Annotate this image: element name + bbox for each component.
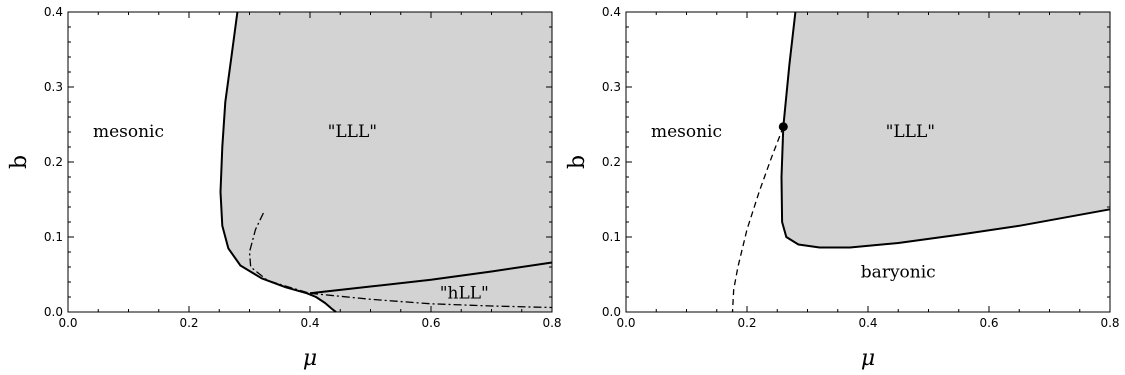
region-label: mesonic: [651, 122, 722, 142]
unstable-line: [248, 212, 311, 294]
x-tick-label: 0.6: [979, 316, 998, 330]
x-axis-label: μ: [861, 346, 875, 371]
y-tick-label: 0.1: [44, 230, 63, 244]
x-tick-label: 0.8: [1100, 316, 1119, 330]
shaded-area: [220, 12, 552, 312]
panel-left: 0.0 0.2 0.4 0.6 0.8 0.0 0.1 0.2 0.3 0.4 mesonic "L…: [7, 5, 562, 371]
first-order-line: [731, 126, 784, 313]
x-tick-label: 0.0: [58, 316, 77, 330]
critical-point: [778, 122, 788, 132]
x-tick-label: 0.4: [300, 316, 319, 330]
region-label: baryonic: [861, 262, 936, 282]
y-tick-label: 0.0: [44, 305, 63, 319]
y-axis-label: b: [565, 155, 590, 169]
region-labels: mesonic "LLL" "hLL": [93, 122, 489, 303]
y-tick-label: 0.2: [44, 155, 63, 169]
y-tick-label: 0.3: [44, 80, 63, 94]
region-labels: mesonic "LLL" baryonic: [651, 122, 936, 282]
panel-right: 0.0 0.2 0.4 0.6 0.8 0.0 0.1 0.2 0.3 0.4 mesonic "L…: [565, 5, 1120, 371]
x-tick-label: 0.6: [421, 316, 440, 330]
y-tick-label: 0.2: [602, 155, 621, 169]
x-tick-label: 0.8: [542, 316, 561, 330]
region-label: mesonic: [93, 122, 164, 142]
lll-shaded-region: [781, 12, 1110, 248]
y-axis-label: b: [7, 155, 32, 169]
x-tick-label: 0.2: [737, 316, 756, 330]
y-tick-label: 0.0: [602, 305, 621, 319]
y-tick-label: 0.4: [44, 5, 63, 19]
y-tick-label: 0.3: [602, 80, 621, 94]
y-tick-label: 0.4: [602, 5, 621, 19]
phase-boundary-curves: [219, 11, 553, 313]
boundary-line: [309, 261, 553, 295]
x-tick-label: 0.0: [616, 316, 635, 330]
x-tick-label: 0.4: [858, 316, 877, 330]
x-axis-label: μ: [303, 346, 317, 371]
plot-frame: [67, 11, 553, 313]
region-label: "LLL": [328, 122, 378, 142]
boundary-line: [219, 11, 337, 313]
region-label: "hLL": [440, 283, 489, 303]
tick-labels: 0.0 0.2 0.4 0.6 0.8 0.0 0.1 0.2 0.3 0.4: [44, 5, 562, 330]
lll-shaded-region: [220, 12, 552, 312]
plot-frame: [625, 11, 1111, 313]
tick-labels: 0.0 0.2 0.4 0.6 0.8 0.0 0.1 0.2 0.3 0.4: [602, 5, 1120, 330]
y-tick-label: 0.1: [602, 230, 621, 244]
shaded-area: [781, 12, 1110, 248]
region-label: "LLL": [886, 122, 936, 142]
x-tick-label: 0.2: [179, 316, 198, 330]
